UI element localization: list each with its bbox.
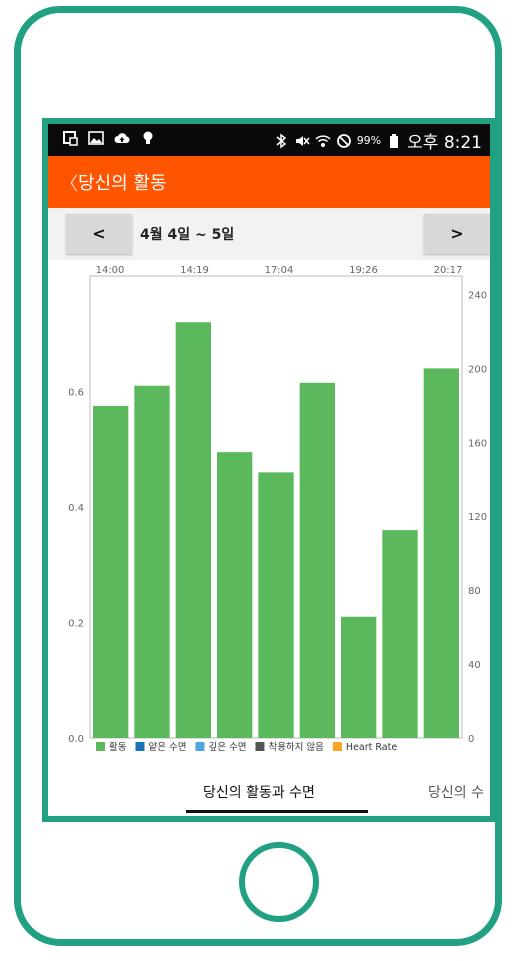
y-tick-label: 0.0 <box>68 734 84 745</box>
bluetooth-icon <box>276 133 286 148</box>
page-title: 당신의 활동 <box>78 173 167 194</box>
gallery-icon <box>88 131 104 145</box>
y2-tick-label: 240 <box>468 290 487 301</box>
activity-bar <box>175 322 211 738</box>
activity-bar <box>93 405 129 738</box>
status-time: 오후 8:21 <box>407 133 482 153</box>
legend-swatch <box>332 742 342 751</box>
y-tick-label: 0.4 <box>68 503 84 514</box>
y2-tick-label: 40 <box>468 660 481 671</box>
x-tick-label: 19:26 <box>349 265 378 276</box>
activity-bar-chart: 0.0 0.2 0.4 0.6 0 40 80 120 160 200 240 14:00 14:19 1… <box>68 265 487 753</box>
legend-swatch <box>255 742 265 751</box>
y2-tick-label: 80 <box>468 586 481 597</box>
phone-screen: 99% 오후 8:21 〈 당신의 활동 < 4월 4일 ~ 5일 > 0.0 0… <box>48 124 490 816</box>
wifi-icon <box>315 134 331 147</box>
cloud-upload-icon <box>114 133 130 144</box>
status-bar: 99% 오후 8:21 <box>48 124 490 156</box>
date-range-label: 4월 4일 ~ 5일 <box>140 227 235 243</box>
x-tick-label: 20:17 <box>434 265 463 276</box>
battery-percent: 99% <box>356 134 382 147</box>
activity-bar <box>299 382 335 738</box>
y2-tick-label: 120 <box>468 512 487 523</box>
bulb-icon <box>143 131 153 144</box>
block-icon <box>336 133 351 148</box>
activity-bar <box>423 368 459 738</box>
activity-bar <box>134 385 170 738</box>
tab-activity-sleep[interactable]: 당신의 활동과 수면 <box>203 785 315 801</box>
x-tick-label: 17:04 <box>265 265 294 276</box>
mute-icon <box>295 135 310 146</box>
legend-label: Heart Rate <box>346 742 397 753</box>
tab-next[interactable]: 당신의 수 <box>428 785 484 801</box>
y-tick-label: 0.2 <box>68 619 84 630</box>
legend-label: 깊은 수면 <box>208 741 246 753</box>
activity-bar <box>382 530 418 738</box>
activity-bar <box>217 452 253 738</box>
legend-label: 활동 <box>109 741 127 753</box>
x-tick-label: 14:19 <box>180 265 209 276</box>
activity-bar <box>341 616 377 738</box>
tab-bar: 당신의 활동과 수면 당신의 수 <box>48 772 490 816</box>
y-tick-label: 0.6 <box>68 388 84 399</box>
y2-tick-label: 160 <box>468 438 487 449</box>
legend-swatch <box>135 742 145 751</box>
battery-icon <box>390 133 399 148</box>
y2-tick-label: 0 <box>468 734 474 745</box>
legend-label: 얕은 수면 <box>148 741 186 753</box>
previous-date-button[interactable]: < <box>66 214 132 254</box>
back-button[interactable]: 〈 <box>60 174 78 195</box>
app-bar: 〈 당신의 활동 <box>48 156 490 208</box>
screenshot-icon <box>63 131 78 146</box>
legend-label: 착용하지 않음 <box>268 741 324 753</box>
date-navigation: < 4월 4일 ~ 5일 > <box>48 208 490 260</box>
activity-bar <box>258 472 294 738</box>
home-button[interactable] <box>239 842 319 922</box>
x-tick-label: 14:00 <box>96 265 125 276</box>
active-tab-indicator <box>186 810 368 813</box>
legend-swatch <box>96 742 105 751</box>
next-date-button[interactable]: > <box>424 214 490 254</box>
y2-tick-label: 200 <box>468 364 487 375</box>
legend-swatch <box>195 742 205 751</box>
